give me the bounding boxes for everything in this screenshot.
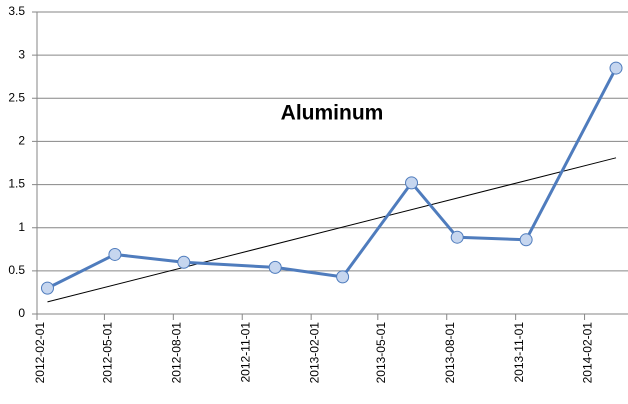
point-marker [268,260,282,274]
point-marker [40,281,54,295]
x-tick-label: 2013-02-01 [307,322,321,384]
x-tick-label: 2012-05-01 [101,322,115,384]
x-tick-label: 2013-11-01 [512,322,526,383]
x-tick-label: 2012-11-01 [238,322,252,383]
y-tick-label: 1.5 [8,177,25,191]
y-tick-label: 3 [18,47,25,61]
x-tick-label: 2012-02-01 [33,322,47,384]
y-tick-label: 2 [18,134,25,148]
trendline [47,157,617,303]
x-tick-label: 2013-05-01 [374,322,388,384]
point-marker [519,233,533,247]
y-tick-label: 0 [18,306,25,320]
point-marker [405,176,419,190]
point-marker [177,255,191,269]
y-tick-label: 1 [18,220,25,234]
y-tick-label: 2.5 [8,90,25,104]
point-marker [336,270,350,284]
x-tick-label: 2012-08-01 [169,322,183,384]
point-marker [450,230,464,244]
y-tick-label: 3.5 [8,4,25,18]
chart-title: Aluminum [281,102,384,125]
x-tick-label: 2013-08-01 [443,322,457,384]
x-tick-label: 2014-02-01 [581,322,595,384]
point-marker [108,247,122,261]
point-marker [609,61,623,75]
y-tick-label: 0.5 [8,263,25,277]
